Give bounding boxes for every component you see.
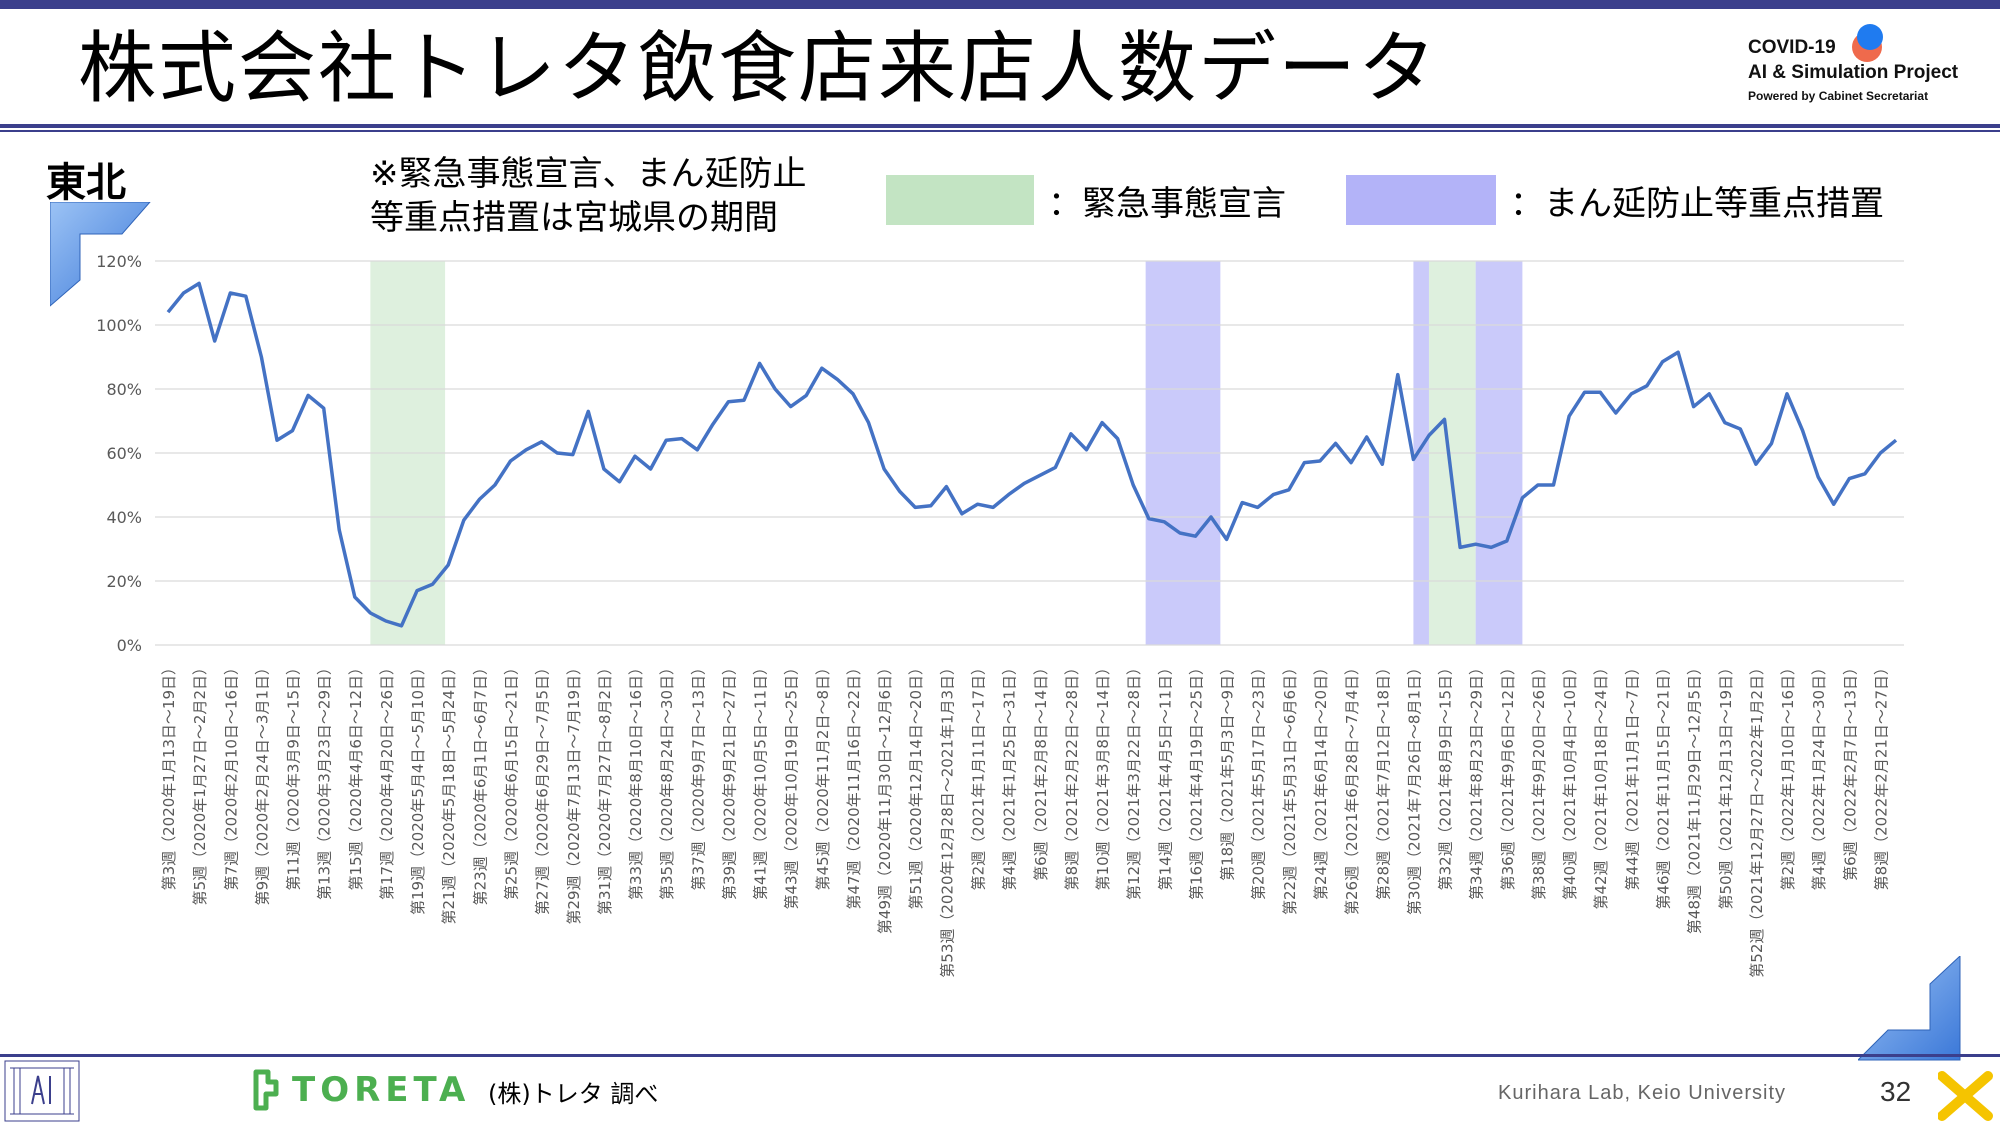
y-tick-label: 120% [96,252,142,271]
x-tick-label: 第39週（2020年9月21日～27日） [720,660,738,900]
legend-priority-label: ：まん延防止等重点措置 [1510,184,1884,224]
legend-priority-swatch [1346,175,1496,225]
x-tick-label: 第48週（2021年11月29日～12月5日） [1686,660,1704,934]
toreta-brand: TORETA [292,1070,471,1110]
x-tick-label: 第37週（2020年9月7日～13日） [689,660,707,890]
x-tick-label: 第17週（2020年4月20日～26日） [378,660,396,900]
x-tick-label: 第47週（2020年11月16日～22日） [845,660,863,910]
x-tick-label: 第9週（2020年2月24日～3月1日） [253,660,271,905]
y-tick-label: 0% [117,636,142,655]
x-tick-label: 第12週（2021年3月22日～28日） [1125,660,1143,900]
corner-decoration-top-left-icon [50,202,151,307]
y-tick-label: 80% [106,380,142,399]
x-tick-label: 第21週（2020年5月18日～5月24日） [440,660,458,925]
logo-line2: AI & Simulation Project [1748,62,1959,83]
x-tick-label: 第31週（2020年7月27日～8月2日） [596,660,614,915]
x-tick-label: 第35週（2020年8月24日～30日） [658,660,676,900]
project-logo: COVID-19 AI & Simulation Project Powered… [1748,36,1958,106]
x-tick-label: 第7週（2020年2月10日～16日） [222,660,240,890]
x-tick-label: 第20週（2021年5月17日～23日） [1250,660,1268,900]
x-tick-label: 第6週（2022年2月7日～13日） [1841,660,1859,881]
note-text: ※緊急事態宣言、まん延防止 等重点措置は宮城県の期間 [370,152,807,240]
x-tick-label: 第4週（2021年1月25日～31日） [1001,660,1019,890]
x-tick-label: 第23週（2020年6月1日～6月7日） [471,660,489,905]
series-line [166,281,1898,628]
legend-emergency-label: ：緊急事態宣言 [1048,184,1286,224]
logo-line3: Powered by Cabinet Secretariat [1748,89,1929,103]
x-tick-label: 第3週（2020年1月13日～19日） [160,660,178,890]
logo-line1: COVID-19 [1748,37,1836,58]
x-tick-label: 第2週（2022年1月10日～16日） [1779,660,1797,890]
x-tick-label: 第46週（2021年11月15日～21日） [1654,660,1672,910]
x-tick-label: 第8週（2021年2月22日～28日） [1063,660,1081,890]
x-tick-label: 第45週（2020年11月2日～8日） [814,660,832,890]
top-accent-bar [0,0,2000,9]
x-tick-label: 第4週（2022年1月24日～30日） [1810,660,1828,890]
x-tick-label: 第15週（2020年4月6日～12日） [347,660,365,890]
x-tick-label: 第28週（2021年7月12日～18日） [1374,660,1392,900]
x-tick-label: 第13週（2020年3月23日～29日） [316,660,334,900]
y-tick-label: 20% [106,572,142,591]
legend-emergency-swatch [886,175,1034,225]
logo-blue-dot-icon [1857,24,1883,50]
x-tick-label: 第52週（2021年12月27日～2022年1月2日） [1748,660,1766,978]
note-line1: ※緊急事態宣言、まん延防止 [370,154,807,194]
x-tick-label: 第6週（2021年2月8日～14日） [1032,660,1050,881]
x-tick-label: 第16週（2021年4月19日～25日） [1187,660,1205,900]
x-tick-label: 第42週（2021年10月18日～24日） [1592,660,1610,910]
x-tick-label: 第49週（2020年11月30日～12月6日） [876,660,894,934]
x-tick-label: 第43週（2020年10月19日～25日） [783,660,801,910]
kurihara-lab-logo-icon [4,1060,80,1122]
x-tick-label: 第41週（2020年10月5日～11日） [752,660,770,900]
x-tick-label: 第51週（2020年12月14日～20日） [907,660,925,910]
x-tick-label: 第32週（2021年8月9日～15日） [1437,660,1455,890]
x-tick-label: 第24週（2021年6月14日～20日） [1312,660,1330,900]
header-divider [0,124,2000,128]
x-tick-label: 第27週（2020年6月29日～7月5日） [534,660,552,915]
x-tick-label: 第11週（2020年3月9日～15日） [285,660,303,890]
x-tick-label: 第38週（2021年9月20日～26日） [1530,660,1548,900]
x-tick-label: 第8週（2022年2月21日～27日） [1872,660,1890,890]
x-tick-label: 第50週（2021年12月13日～19日） [1717,660,1735,910]
line-chart: 0% 20% 40% 60% 80% 100% 120% 第3週（2020年1月13日～19… [96,252,1904,978]
x-tick-label: 第25週（2020年6月15日～21日） [502,660,520,900]
header-divider-thin [0,130,2000,132]
x-tick-label: 第33週（2020年8月10日～16日） [627,660,645,900]
note-line2: 等重点措置は宮城県の期間 [370,198,778,238]
x-tick-label: 第5週（2020年1月27日～2月2日） [191,660,209,905]
x-tick-label: 第29週（2020年7月13日～7月19日） [565,660,583,925]
corner-decoration-bottom-right-icon [1858,956,1961,1061]
x-tick-label: 第18週（2021年5月3日～9日） [1219,660,1237,881]
x-tick-label: 第36週（2021年9月6日～12日） [1499,660,1517,890]
footer-divider [0,1054,2000,1057]
x-tick-label: 第2週（2021年1月11日～17日） [970,660,988,890]
x-tick-label: 第30週（2021年7月26日～8月1日） [1405,660,1423,915]
source-text: (株)トレタ 調べ [488,1080,659,1108]
x-tick-label: 第34週（2021年8月23日～29日） [1468,660,1486,900]
y-tick-label: 60% [106,444,142,463]
lab-credit: Kurihara Lab, Keio University [1498,1082,1787,1104]
x-mark-icon [1938,1071,1993,1121]
toreta-leaf-icon [253,1069,279,1111]
x-tick-label: 第19週（2020年5月4日～5月10日） [409,660,427,915]
x-tick-label: 第26週（2021年6月28日～7月4日） [1343,660,1361,915]
x-tick-label: 第22週（2021年5月31日～6月6日） [1281,660,1299,915]
y-tick-label: 40% [106,508,142,527]
x-tick-label: 第53週（2020年12月28日～2021年1月3日） [938,660,956,978]
region-label: 東北 [46,160,126,206]
x-tick-label: 第10週（2021年3月8日～14日） [1094,660,1112,890]
x-tick-label: 第40週（2021年10月4日～10日） [1561,660,1579,900]
page-title: 株式会社トレタ飲食店来店人数データ [78,24,1439,114]
x-tick-label: 第14週（2021年4月5日～11日） [1156,660,1174,890]
page-number: 32 [1880,1076,1912,1107]
y-tick-label: 100% [96,316,142,335]
x-tick-label: 第44週（2021年11月1日～7日） [1623,660,1641,890]
